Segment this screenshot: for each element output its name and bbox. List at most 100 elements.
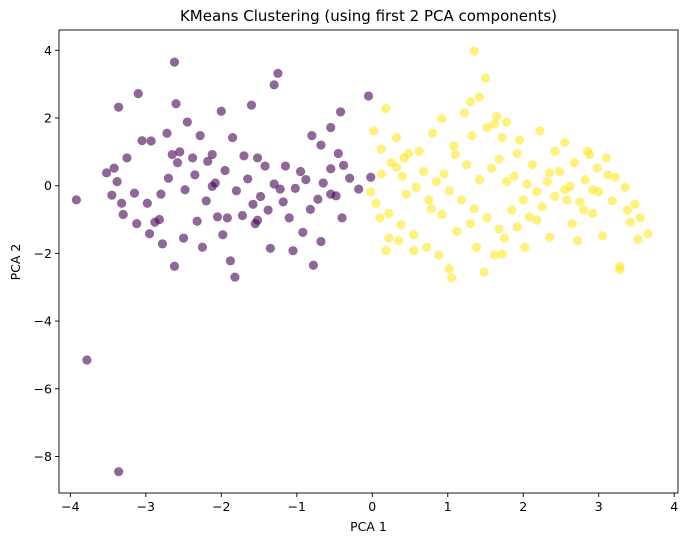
data-point-cluster-1 [580, 174, 590, 185]
data-point-cluster-1 [369, 126, 379, 136]
data-point-cluster-0 [354, 184, 364, 194]
data-point-cluster-1 [615, 265, 625, 275]
data-point-cluster-1 [565, 181, 575, 191]
y-axis: −8 −6 −4 −2 0 2 4 [34, 43, 59, 464]
data-point-cluster-1 [386, 158, 396, 168]
data-point-cluster-1 [494, 154, 504, 164]
data-point-cluster-0 [316, 236, 326, 247]
points-layer [71, 46, 653, 477]
data-point-cluster-0 [101, 168, 112, 178]
x-tick-label: −4 [61, 499, 79, 514]
data-point-cluster-1 [381, 246, 391, 256]
data-point-cluster-1 [469, 46, 479, 56]
data-point-cluster-1 [397, 171, 408, 181]
data-point-cluster-1 [394, 235, 404, 246]
data-point-cluster-1 [479, 267, 489, 277]
data-point-cluster-0 [252, 215, 263, 225]
data-point-cluster-1 [474, 92, 485, 102]
data-point-cluster-0 [269, 179, 279, 189]
data-point-cluster-0 [207, 149, 217, 160]
data-point-cluster-0 [338, 160, 349, 170]
data-point-cluster-1 [424, 195, 434, 205]
data-point-cluster-1 [597, 231, 608, 241]
data-point-cluster-0 [260, 161, 270, 171]
x-tick-label: 0 [368, 499, 376, 514]
data-point-cluster-1 [456, 195, 466, 205]
chart-title: KMeans Clustering (using first 2 PCA com… [180, 7, 557, 25]
data-point-cluster-1 [497, 133, 507, 143]
data-point-cluster-0 [218, 230, 228, 240]
data-point-cluster-0 [305, 204, 315, 214]
data-point-cluster-0 [171, 99, 181, 109]
y-tick-label: 4 [44, 43, 52, 58]
data-point-cluster-1 [550, 146, 560, 156]
data-point-cluster-0 [230, 272, 240, 282]
data-point-cluster-0 [228, 133, 238, 143]
data-point-cluster-0 [212, 212, 223, 222]
data-point-cluster-0 [114, 102, 124, 112]
data-point-cluster-1 [522, 179, 532, 189]
y-axis-label: PCA 2 [8, 244, 23, 281]
data-point-cluster-1 [444, 186, 454, 196]
data-point-cluster-0 [129, 188, 140, 198]
data-point-cluster-1 [524, 212, 534, 222]
x-axis-label: PCA 1 [350, 519, 387, 534]
y-tick-label: −6 [34, 381, 52, 396]
data-point-cluster-1 [449, 141, 459, 151]
data-point-cluster-1 [428, 128, 438, 138]
data-point-cluster-1 [499, 233, 509, 243]
data-point-cluster-0 [363, 91, 374, 101]
data-point-cluster-0 [337, 213, 347, 223]
data-point-cluster-0 [313, 194, 323, 204]
data-point-cluster-0 [255, 191, 266, 202]
data-point-cluster-1 [520, 242, 530, 252]
x-tick-label: 1 [444, 499, 452, 514]
data-point-cluster-1 [509, 171, 519, 181]
data-point-cluster-1 [375, 213, 385, 223]
data-point-cluster-1 [537, 202, 547, 212]
data-point-cluster-1 [462, 160, 472, 170]
data-point-cluster-1 [371, 198, 381, 208]
data-point-cluster-1 [575, 197, 585, 207]
data-point-cluster-1 [422, 242, 432, 252]
data-point-cluster-1 [409, 230, 419, 240]
data-point-cluster-1 [601, 153, 611, 163]
data-point-cluster-1 [507, 205, 517, 215]
data-point-cluster-1 [545, 232, 555, 242]
data-point-cluster-1 [562, 195, 572, 205]
data-point-cluster-1 [582, 146, 593, 156]
data-point-cluster-1 [431, 177, 442, 187]
data-point-cluster-1 [535, 126, 545, 136]
data-point-cluster-0 [114, 467, 124, 477]
data-point-cluster-0 [243, 174, 253, 184]
data-point-cluster-1 [384, 208, 394, 219]
data-point-cluster-1 [471, 242, 482, 252]
data-point-cluster-1 [437, 209, 447, 220]
y-tick-label: −8 [34, 449, 52, 464]
data-point-cluster-1 [426, 204, 436, 214]
data-point-cluster-0 [308, 260, 318, 270]
data-point-cluster-0 [133, 89, 143, 99]
data-point-cluster-1 [446, 273, 457, 283]
data-point-cluster-1 [469, 204, 479, 214]
data-point-cluster-0 [246, 100, 257, 110]
data-point-cluster-0 [178, 233, 189, 243]
data-point-cluster-1 [482, 213, 492, 223]
data-point-cluster-1 [625, 217, 636, 227]
data-point-cluster-1 [474, 174, 485, 185]
data-point-cluster-1 [467, 130, 477, 141]
data-point-cluster-0 [220, 165, 230, 176]
data-point-cluster-1 [492, 111, 502, 121]
data-point-cluster-1 [494, 224, 504, 234]
data-point-cluster-1 [573, 235, 583, 246]
y-tick-label: 0 [44, 178, 52, 193]
data-point-cluster-0 [132, 218, 142, 229]
data-point-cluster-0 [146, 136, 156, 146]
y-tick-label: 2 [44, 110, 52, 125]
data-point-cluster-1 [560, 137, 570, 147]
data-point-cluster-1 [414, 146, 424, 156]
data-point-cluster-0 [188, 153, 198, 163]
data-point-cluster-1 [592, 163, 602, 173]
